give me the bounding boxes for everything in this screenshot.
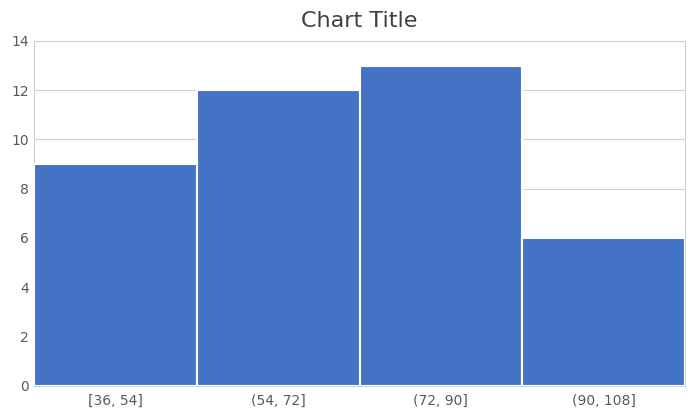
- Title: Chart Title: Chart Title: [301, 11, 418, 31]
- Bar: [34, 164, 197, 385]
- Bar: [197, 90, 360, 385]
- Bar: [522, 238, 685, 385]
- Bar: [360, 66, 522, 385]
